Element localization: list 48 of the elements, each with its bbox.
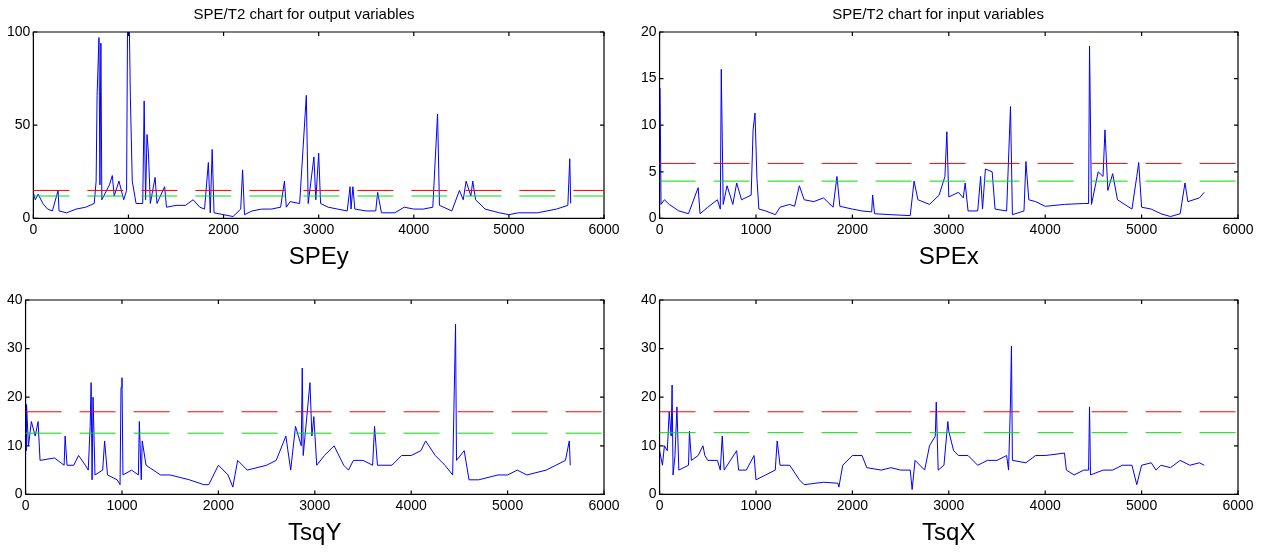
x-tick-label: 3000 [303,220,335,237]
x-tick-label: 1000 [740,220,772,237]
chart-title: SPE/T2 chart for input variables [832,5,1044,23]
y-tick-label: 5 [648,162,657,179]
x-tick-label: 6000 [1222,496,1254,513]
x-tick-label: 1000 [106,496,138,513]
x-tick-label: 3000 [933,496,965,513]
x-tick-label: 6000 [588,220,620,237]
x-tick-label: 4000 [1029,496,1061,513]
y-tick-label: 100 [7,22,31,39]
x-tick-label: 6000 [1222,220,1254,237]
x-axis-title: SPEy [288,242,349,270]
x-tick-label: 2000 [202,496,235,513]
x-tick-label: 5000 [493,220,525,237]
y-tick-label: 0 [14,485,23,502]
y-tick-label: 40 [6,290,23,307]
x-tick-label: 5000 [492,496,524,513]
x-tick-label: 2000 [836,220,869,237]
x-tick-label: 6000 [588,496,620,513]
x-tick-label: 4000 [395,496,427,513]
y-tick-label: 40 [640,290,657,307]
y-tick-label: 10 [6,436,23,453]
y-tick-label: 15 [640,69,657,86]
y-tick-label: 30 [640,339,657,356]
y-tick-label: 10 [640,116,657,133]
x-tick-label: 5000 [1126,496,1158,513]
x-axis-title: TsqX [922,518,976,546]
y-tick-label: 20 [640,388,657,405]
x-tick-label: 1000 [112,220,145,237]
x-tick-label: 1000 [740,496,772,513]
y-tick-label: 30 [6,339,23,356]
y-tick-label: 0 [648,209,657,226]
x-tick-label: 3000 [933,220,965,237]
y-tick-label: 20 [640,22,657,39]
x-tick-label: 2000 [836,496,869,513]
chart-title: SPE/T2 chart for output variables [193,5,415,23]
x-tick-label: 4000 [398,220,430,237]
y-tick-label: 50 [14,116,31,133]
y-tick-label: 20 [6,388,23,405]
x-axis-title: SPEx [918,242,979,270]
x-axis-title: TsqY [288,518,342,546]
x-tick-label: 4000 [1029,220,1061,237]
y-tick-label: 10 [640,436,657,453]
y-tick-label: 0 [22,209,31,226]
y-tick-label: 0 [648,485,657,502]
x-tick-label: 3000 [299,496,331,513]
x-tick-label: 2000 [207,220,240,237]
x-tick-label: 5000 [1126,220,1158,237]
